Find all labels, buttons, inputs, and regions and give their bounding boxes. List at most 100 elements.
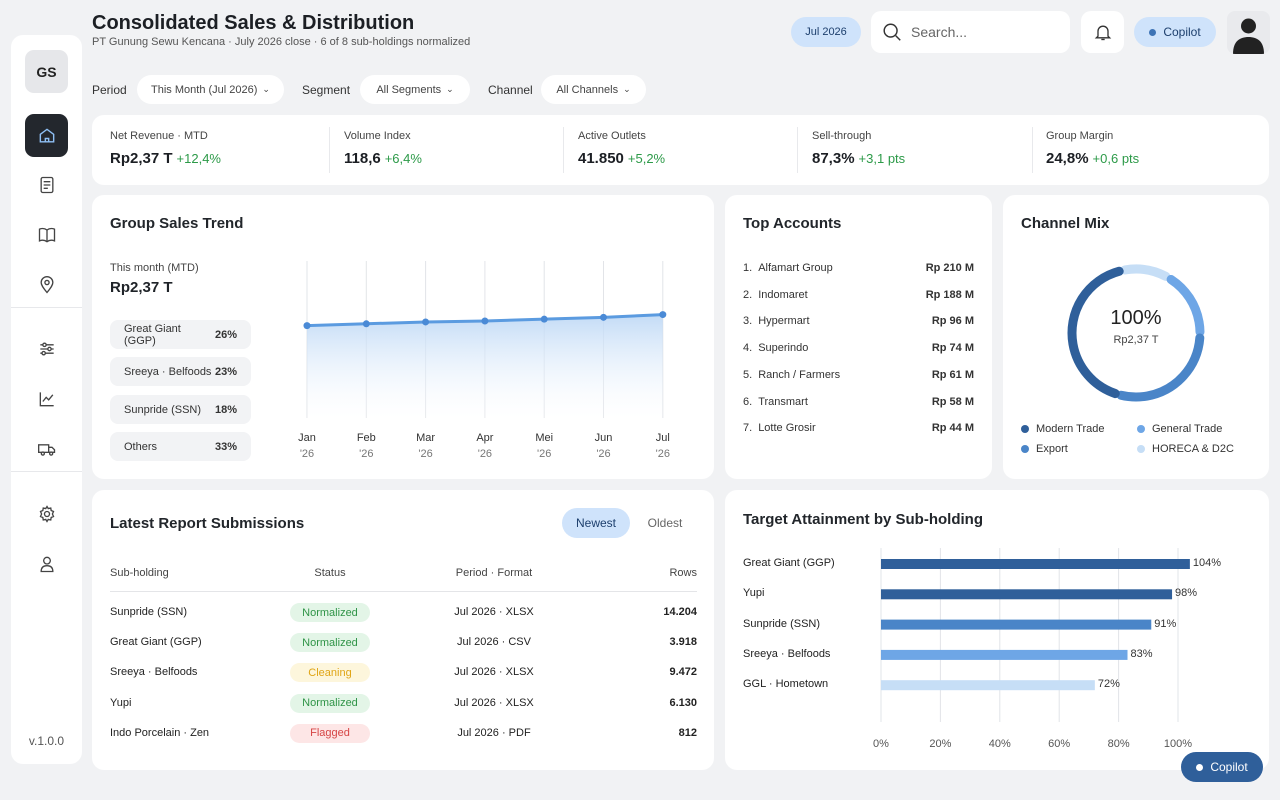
legend-label: General Trade xyxy=(1152,423,1223,435)
segment-filter-select[interactable]: All Segments ⌄ xyxy=(360,75,470,104)
legend-horeca: HORECA & D2C xyxy=(1137,443,1234,455)
search-icon xyxy=(883,23,901,41)
trend-point xyxy=(303,322,311,330)
chart-icon xyxy=(39,391,54,406)
chevron-down-icon: ⌄ xyxy=(623,84,631,94)
truck-icon xyxy=(37,443,55,456)
period-filter-select[interactable]: This Month (Jul 2026) ⌄ xyxy=(137,75,284,104)
row-count: 812 xyxy=(678,726,697,739)
channel-filter-label: Channel xyxy=(488,83,533,97)
sidebar-divider xyxy=(11,307,82,308)
notifications-button[interactable] xyxy=(1081,11,1124,53)
sidebar-item-locations[interactable] xyxy=(25,263,68,306)
table-divider xyxy=(110,591,697,592)
page-title: Consolidated Sales & Distribution xyxy=(92,12,415,34)
kpi-value: 24,8% +0,6 pts xyxy=(1046,150,1139,167)
logo: GS xyxy=(25,50,68,93)
sidebar-item-home[interactable] xyxy=(25,114,68,157)
account-row[interactable]: 3. Hypermart Rp 96 M xyxy=(743,315,974,327)
table-row[interactable]: Great Giant (GGP) Normalized Jul 2026 · CS… xyxy=(110,633,697,653)
sidebar-item-filters[interactable] xyxy=(25,327,68,370)
row-period: Jul 2026 · XLSX xyxy=(454,666,534,679)
account-row[interactable]: 5. Ranch / Farmers Rp 61 M xyxy=(743,369,974,381)
kpi-change: +12,4% xyxy=(176,151,221,166)
copilot-dot-icon xyxy=(1149,28,1157,36)
account-label: Indomaret xyxy=(758,288,808,301)
account-row[interactable]: 4. Superindo Rp 74 M xyxy=(743,342,974,354)
attainment-category: GGL · Hometown xyxy=(743,678,829,691)
copilot-button[interactable]: Copilot xyxy=(1134,17,1216,47)
tab-newest[interactable]: Newest xyxy=(562,508,630,538)
kpi-value-text: Rp2,37 T xyxy=(110,150,173,167)
x-tick-label: 40% xyxy=(988,738,1011,750)
search-box[interactable] xyxy=(871,11,1070,53)
account-label: Hypermart xyxy=(758,315,810,328)
channel-mix-donut xyxy=(1067,264,1205,402)
x-tick-label: 100% xyxy=(1163,738,1193,750)
target-attainment-title: Target Attainment by Sub-holding xyxy=(743,511,983,528)
row-count: 6.130 xyxy=(669,696,697,709)
attainment-value: 104% xyxy=(1192,557,1222,569)
table-row[interactable]: Yupi Normalized Jul 2026 · XLSX 6.130 xyxy=(110,693,697,714)
donut-slice xyxy=(1067,264,1205,402)
row-subholding: Indo Porcelain · Zen xyxy=(110,726,210,739)
gear-icon xyxy=(39,504,54,523)
attainment-bar xyxy=(881,649,1128,660)
trend-point xyxy=(362,320,370,328)
kpi-change: +5,2% xyxy=(627,151,666,166)
x-tick-year: '26 xyxy=(596,448,610,460)
table-row[interactable]: Sreeya · Belfoods Cleaning Jul 2026 · XLSX… xyxy=(110,663,697,683)
x-tick-year: '26 xyxy=(478,448,492,460)
trend-point xyxy=(481,317,489,325)
attainment-bar xyxy=(881,619,1152,630)
table-row[interactable]: Sunpride (SSN) Normalized Jul 2026 · XLSX 1… xyxy=(110,603,697,623)
legend-swatch xyxy=(1021,445,1029,453)
period-pill[interactable]: Jul 2026 xyxy=(791,17,861,47)
donut-slice xyxy=(1067,264,1205,402)
attainment-value: 83% xyxy=(1130,647,1153,660)
share-pct: 23% xyxy=(214,365,237,378)
sidebar-item-settings[interactable] xyxy=(25,492,68,535)
channel-filter-select[interactable]: All Channels ⌄ xyxy=(541,75,646,104)
status-badge: Normalized xyxy=(290,603,370,622)
kpi-strip: Net Revenue · MTD Rp2,37 T +12,4% Volume … xyxy=(92,115,1269,185)
kpi-divider xyxy=(797,127,798,173)
sidebar-item-profile[interactable] xyxy=(25,542,68,585)
sidebar-item-reports[interactable] xyxy=(25,163,68,206)
column-header-status[interactable]: Status xyxy=(314,567,346,579)
account-row[interactable]: 7. Lotte Grosir Rp 44 M xyxy=(743,422,974,434)
account-name: 1. Alfamart Group xyxy=(743,262,833,274)
sidebar-item-analytics[interactable] xyxy=(25,377,68,420)
column-header-subholding[interactable]: Sub-holding xyxy=(110,567,169,579)
row-subholding: Sunpride (SSN) xyxy=(110,606,188,618)
account-row[interactable]: 6. Transmart Rp 58 M xyxy=(743,396,974,408)
share-row: Others 33% xyxy=(110,432,251,461)
avatar[interactable] xyxy=(1227,11,1270,54)
page-subtitle: PT Gunung Sewu Kencana · July 2026 close… xyxy=(92,36,471,48)
account-row[interactable]: 2. Indomaret Rp 188 M xyxy=(743,289,974,301)
copilot-fab-button[interactable]: Copilot xyxy=(1181,752,1263,782)
sidebar: GS v.1.0.0 xyxy=(11,35,82,764)
legend-swatch xyxy=(1137,425,1145,433)
account-value: Rp 210 M xyxy=(925,262,974,274)
status-badge: Flagged xyxy=(290,723,370,743)
period-filter-value: This Month (Jul 2026) xyxy=(151,83,258,96)
account-label: Alfamart Group xyxy=(758,262,833,274)
sliders-icon xyxy=(39,342,54,355)
sidebar-item-library[interactable] xyxy=(25,213,68,256)
table-row[interactable]: Indo Porcelain · Zen Flagged Jul 2026 · PD… xyxy=(110,723,697,744)
account-value: Rp 74 M xyxy=(931,342,974,355)
tab-oldest[interactable]: Oldest xyxy=(632,508,698,538)
column-header-period[interactable]: Period · Format xyxy=(455,567,533,579)
user-icon xyxy=(39,556,54,572)
x-tick-year: '26 xyxy=(418,448,432,460)
kpi-value: 118,6 +6,4% xyxy=(344,150,422,167)
account-rank: 3. xyxy=(743,315,753,328)
search-input[interactable] xyxy=(911,24,1051,40)
account-row[interactable]: 1. Alfamart Group Rp 210 M xyxy=(743,262,974,274)
column-header-rows[interactable]: Rows xyxy=(669,567,697,579)
kpi-value-text: 24,8% xyxy=(1046,150,1089,167)
x-tick-label: 60% xyxy=(1048,738,1071,750)
sidebar-item-distribution[interactable] xyxy=(25,427,68,470)
kpi-divider xyxy=(1032,127,1033,173)
